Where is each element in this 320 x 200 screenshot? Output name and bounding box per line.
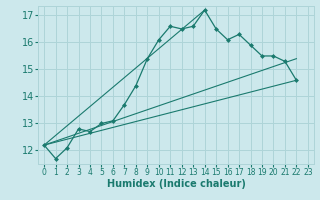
X-axis label: Humidex (Indice chaleur): Humidex (Indice chaleur) [107,179,245,189]
